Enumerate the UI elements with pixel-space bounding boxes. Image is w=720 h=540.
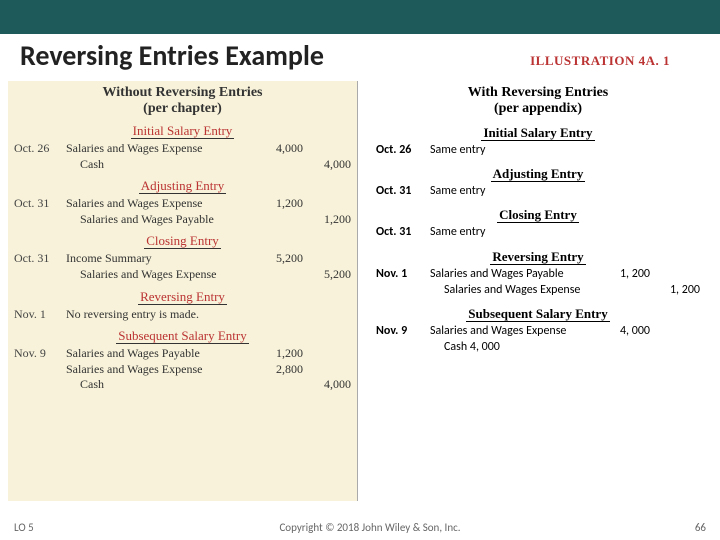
journal-entry-row: Cash4,000 <box>14 377 351 393</box>
journal-entry-row: Nov. 1Salaries and Wages Payable1, 200 <box>376 266 700 282</box>
journal-entry-row: Nov. 9Salaries and Wages Expense4, 000 <box>376 323 700 339</box>
section-heading: Initial Salary Entry <box>376 125 700 141</box>
left-column-title: Without Reversing Entries(per chapter) <box>14 85 351 117</box>
journal-entry-row: Nov. 1No reversing entry is made. <box>14 307 351 323</box>
footer: LO 5 Copyright © 2018 John Wiley & Son, … <box>0 521 720 534</box>
journal-entry-row: Salaries and Wages Payable1,200 <box>14 212 351 228</box>
journal-entry-row: Nov. 9Salaries and Wages Payable1,200 <box>14 346 351 362</box>
journal-entry-row: Cash4,000 <box>14 157 351 173</box>
journal-entry-row: Oct. 31Same entry <box>376 183 700 199</box>
journal-entry-row: Oct. 26Salaries and Wages Expense4,000 <box>14 141 351 157</box>
section-heading: Adjusting Entry <box>14 178 351 194</box>
journal-entry-row: Oct. 26Same entry <box>376 142 700 158</box>
journal-entry-row: Salaries and Wages Expense5,200 <box>14 267 351 283</box>
section-heading: Closing Entry <box>14 233 351 249</box>
page-number: 66 <box>666 521 706 534</box>
title-row: Reversing Entries Example ILLUSTRATION 4… <box>0 34 720 81</box>
right-column: With Reversing Entries(per appendix) Ini… <box>358 81 710 501</box>
section-heading: Reversing Entry <box>14 289 351 305</box>
left-column: Without Reversing Entries(per chapter) I… <box>8 81 358 501</box>
section-heading: Initial Salary Entry <box>14 123 351 139</box>
slide-title: Reversing Entries Example <box>20 38 530 73</box>
journal-entry-row: Salaries and Wages Expense2,800 <box>14 362 351 378</box>
section-heading: Subsequent Salary Entry <box>376 306 700 322</box>
journal-entry-row: Oct. 31Salaries and Wages Expense1,200 <box>14 196 351 212</box>
section-heading: Reversing Entry <box>376 249 700 265</box>
journal-entry-row: Cash 4, 000 <box>376 339 700 355</box>
illustration-label: ILLUSTRATION 4A. 1 <box>530 53 700 69</box>
journal-entry-row: Oct. 31Same entry <box>376 224 700 240</box>
section-heading: Closing Entry <box>376 207 700 223</box>
journal-entry-row: Salaries and Wages Expense1, 200 <box>376 282 700 298</box>
right-column-title: With Reversing Entries(per appendix) <box>376 85 700 117</box>
journal-entry-row: Oct. 31Income Summary5,200 <box>14 251 351 267</box>
content-area: Without Reversing Entries(per chapter) I… <box>0 81 720 501</box>
section-heading: Subsequent Salary Entry <box>14 328 351 344</box>
learning-objective: LO 5 <box>14 521 74 534</box>
copyright: Copyright © 2018 John Wiley & Son, Inc. <box>74 521 666 534</box>
header-band <box>0 0 720 34</box>
section-heading: Adjusting Entry <box>376 166 700 182</box>
